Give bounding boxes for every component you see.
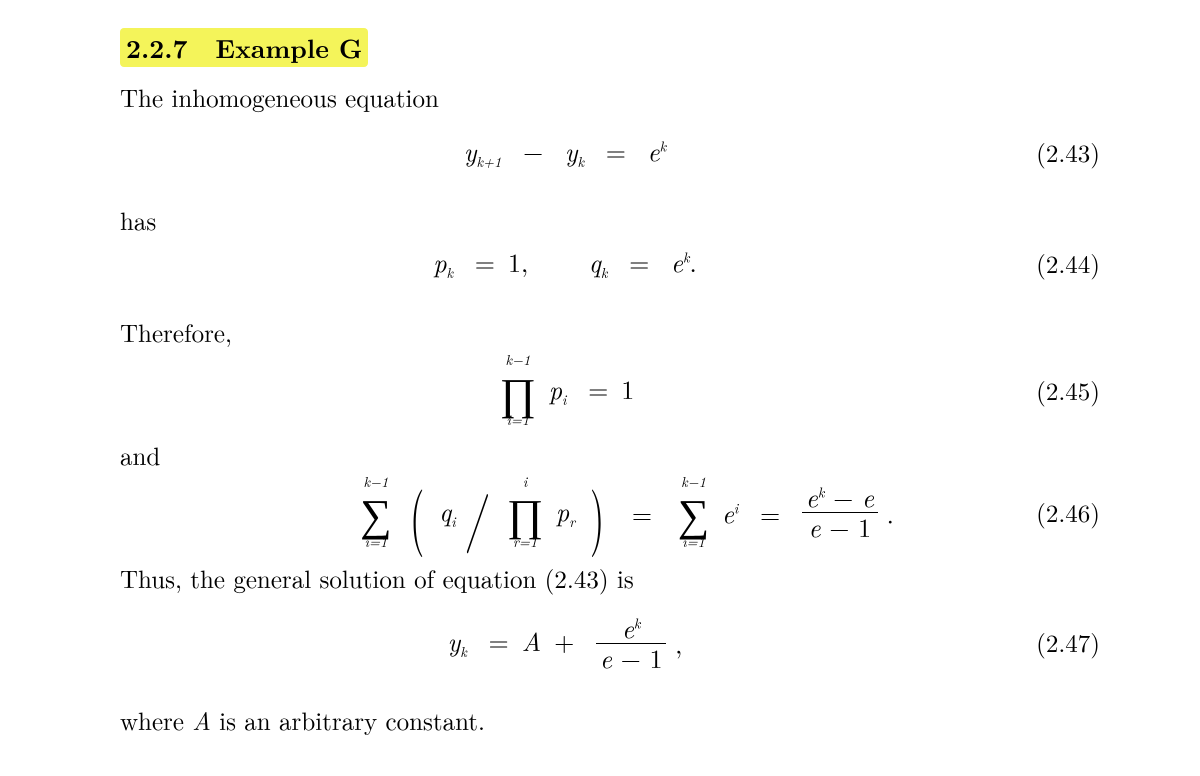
heading-title: Example G — [215, 29, 362, 66]
equation-2-46-number: (2.46) — [1010, 496, 1100, 530]
equation-2-46-math: k−1 ∑ i=1 ( qi / i ∏ r=1 pr ) = k−1 ∑ — [120, 475, 1010, 551]
paragraph-intro: The inhomogeneous equation — [120, 81, 1100, 115]
heading-number: 2.2.7 — [126, 29, 187, 66]
equation-2-44-number: (2.44) — [1010, 247, 1100, 281]
heading-highlight: 2.2.7 Example G — [120, 28, 368, 67]
final-b: is an arbitrary constant. — [211, 703, 485, 738]
section-heading: 2.2.7 Example G — [120, 28, 1100, 67]
equation-2-45-number: (2.45) — [1010, 374, 1100, 408]
page: 2.2.7 Example G The inhomogeneous equati… — [0, 0, 1200, 776]
paragraph-therefore: Therefore, — [120, 316, 1100, 350]
equation-2-43: yk+1 − yk = ek (2.43) — [120, 133, 1100, 172]
paragraph-final: where A is an arbitrary constant. — [120, 704, 1100, 738]
paragraph-has: has — [120, 204, 1100, 238]
final-A: A — [192, 703, 211, 738]
equation-2-46: k−1 ∑ i=1 ( qi / i ∏ r=1 pr ) = k−1 ∑ — [120, 475, 1100, 551]
equation-2-47: yk = A + ek e − 1 , (2.47) — [120, 614, 1100, 672]
paragraph-thus: Thus, the general solution of equation (… — [120, 562, 1100, 596]
equation-2-45: k−1 ∏ i=1 pi = 1 (2.45) — [120, 353, 1100, 429]
equation-2-45-math: k−1 ∏ i=1 pi = 1 — [120, 353, 1010, 429]
paragraph-and: and — [120, 439, 1100, 473]
equation-2-44: pk = 1, qk = ek. (2.44) — [120, 244, 1100, 283]
final-a: where — [120, 703, 192, 738]
equation-2-43-math: yk+1 − yk = ek — [120, 133, 1010, 172]
equation-2-47-math: yk = A + ek e − 1 , — [120, 614, 1010, 672]
content-block: 2.2.7 Example G The inhomogeneous equati… — [120, 28, 1100, 738]
equation-2-44-math: pk = 1, qk = ek. — [120, 244, 1010, 283]
equation-2-43-number: (2.43) — [1010, 136, 1100, 170]
equation-2-47-number: (2.47) — [1010, 626, 1100, 660]
